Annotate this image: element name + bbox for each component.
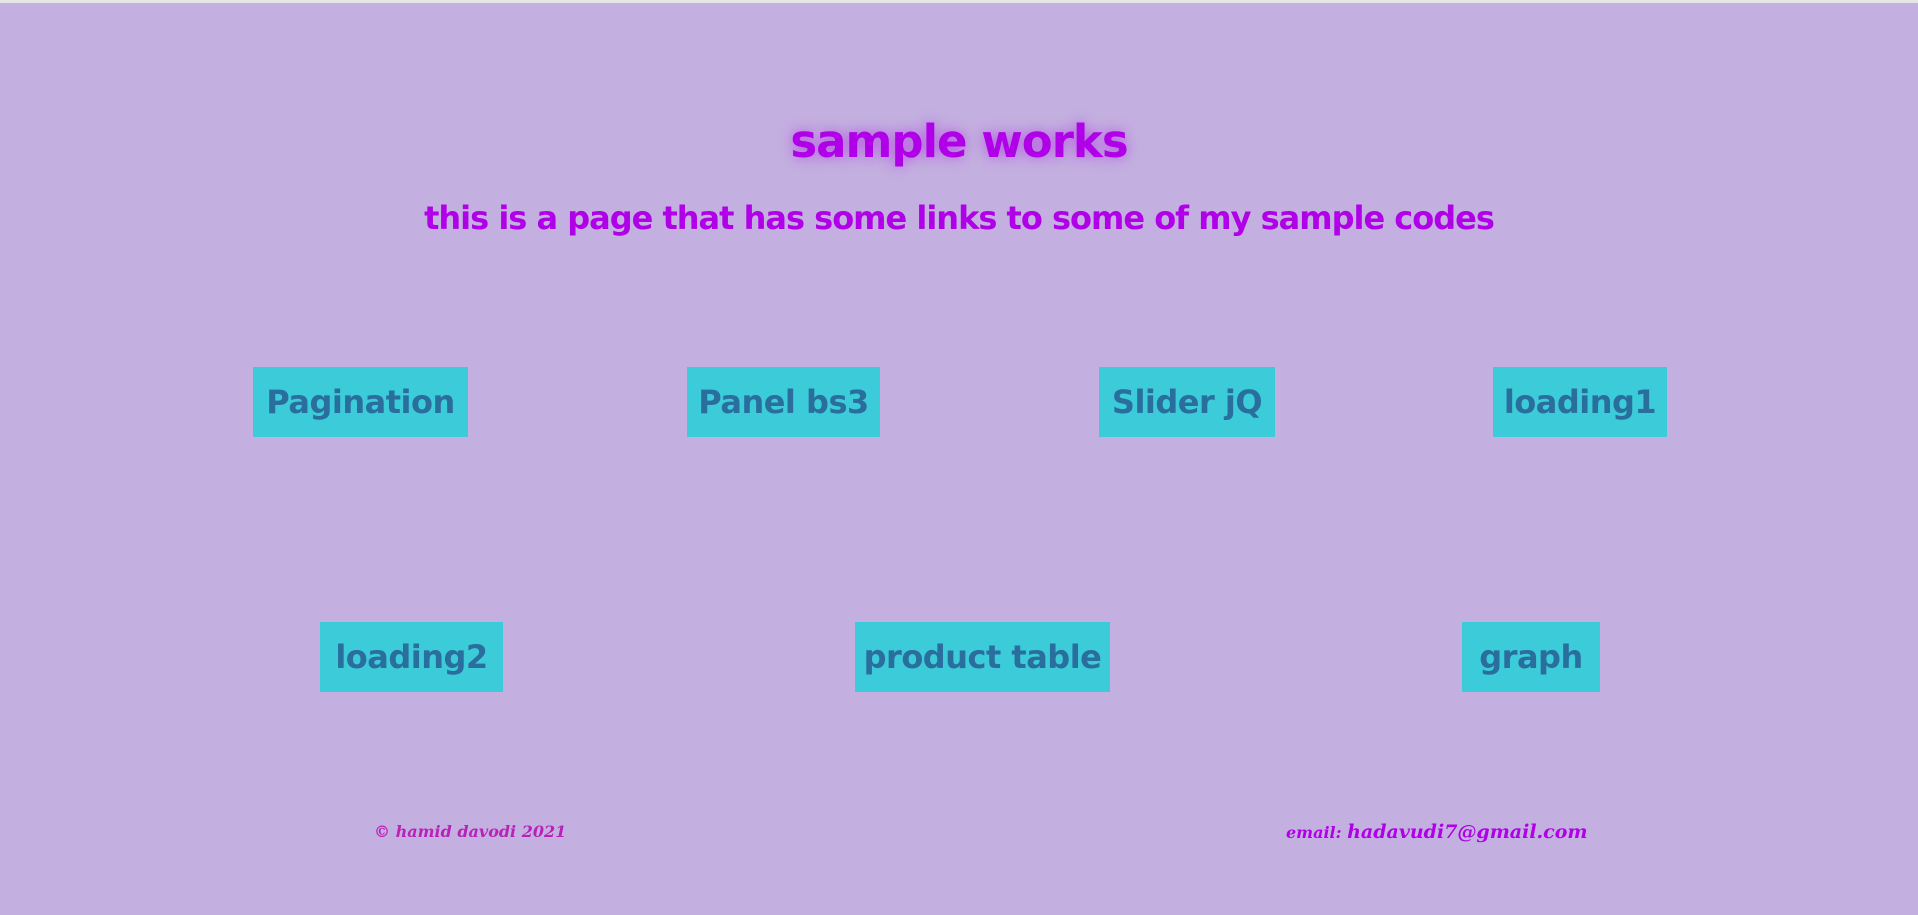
graph-link-button[interactable]: graph — [1462, 622, 1600, 692]
copyright-text: © hamid davodi 2021 — [374, 822, 567, 841]
email-link[interactable]: hadavudi7@gmail.com — [1347, 821, 1588, 843]
product-table-link-button[interactable]: product table — [855, 622, 1110, 692]
email-contact: email: hadavudi7@gmail.com — [1286, 820, 1588, 845]
page-subtitle: this is a page that has some links to so… — [424, 199, 1495, 237]
email-label: email: — [1286, 823, 1348, 842]
top-border — [0, 0, 1918, 3]
pagination-link-button[interactable]: Pagination — [253, 367, 468, 437]
panel-bs3-link-button[interactable]: Panel bs3 — [687, 367, 880, 437]
loading2-link-button[interactable]: loading2 — [320, 622, 503, 692]
loading1-link-button[interactable]: loading1 — [1493, 367, 1667, 437]
page-title: sample works — [790, 115, 1128, 168]
slider-jq-link-button[interactable]: Slider jQ — [1099, 367, 1275, 437]
